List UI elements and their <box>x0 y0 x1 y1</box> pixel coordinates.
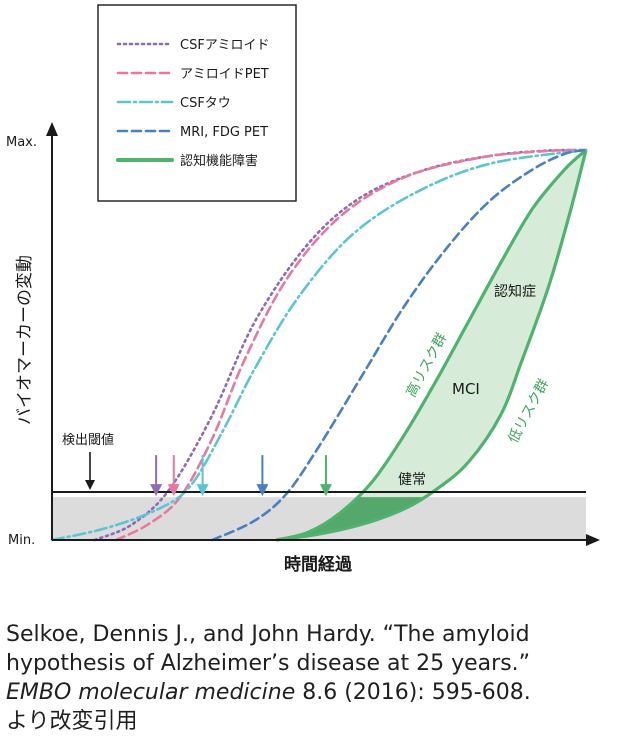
legend-label-3: MRI, FDG PET <box>180 125 268 140</box>
cognitive-band-below-threshold <box>276 497 426 540</box>
threshold-crossing-arrowhead-2 <box>196 484 209 497</box>
x-axis-arrowhead <box>586 534 600 546</box>
citation-line-4: より改変引用 <box>6 709 138 734</box>
citation-line-2: hypothesis of Alzheimer’s disease at 25 … <box>6 651 531 676</box>
legend-label-2: CSFタウ <box>180 96 231 111</box>
series-line-3 <box>210 148 588 542</box>
threshold-label: 検出閾値 <box>62 432 114 448</box>
biomarker-chart: Max. Min. バイオマーカーの変動 時間経過 検出閾値 認知症 高リスク群… <box>6 4 600 575</box>
series-line-1 <box>114 148 588 542</box>
citation-volume: 8.6 (2016): 595-608. <box>295 680 531 705</box>
annotation-mci: MCI <box>452 380 480 398</box>
series-line-high-risk <box>275 148 588 542</box>
threshold-crossing-arrowhead-0 <box>150 484 163 497</box>
legend-label-4: 認知機能障害 <box>180 153 258 169</box>
citation-line-3: EMBO molecular medicine 8.6 (2016): 595-… <box>6 678 626 707</box>
y-tick-min: Min. <box>8 533 35 548</box>
series-line-low-risk <box>276 149 588 542</box>
threshold-crossing-arrowhead-3 <box>256 484 269 497</box>
x-axis-label: 時間経過 <box>284 554 353 575</box>
cognitive-band-fill <box>276 150 586 540</box>
citation: Selkoe, Dennis J., and John Hardy. “The … <box>6 620 626 736</box>
threshold-crossing-arrowhead-4 <box>319 484 332 497</box>
y-axis-arrowhead <box>46 122 58 136</box>
y-axis-label: バイオマーカーの変動 <box>15 255 35 425</box>
series-line-0 <box>93 148 588 542</box>
legend-label-0: CSFアミロイド <box>180 38 270 53</box>
legend-box <box>97 4 297 202</box>
y-tick-max: Max. <box>6 135 37 150</box>
series-line-2 <box>50 148 588 542</box>
citation-journal: EMBO molecular medicine <box>6 680 296 705</box>
threshold-crossing-arrowhead-1 <box>167 484 180 497</box>
annotation-healthy: 健常 <box>398 472 426 488</box>
threshold-arrowhead <box>85 480 95 490</box>
annotation-dementia: 認知症 <box>494 283 536 300</box>
legend-label-1: アミロイドPET <box>180 67 269 82</box>
citation-line-1: Selkoe, Dennis J., and John Hardy. “The … <box>6 622 530 647</box>
